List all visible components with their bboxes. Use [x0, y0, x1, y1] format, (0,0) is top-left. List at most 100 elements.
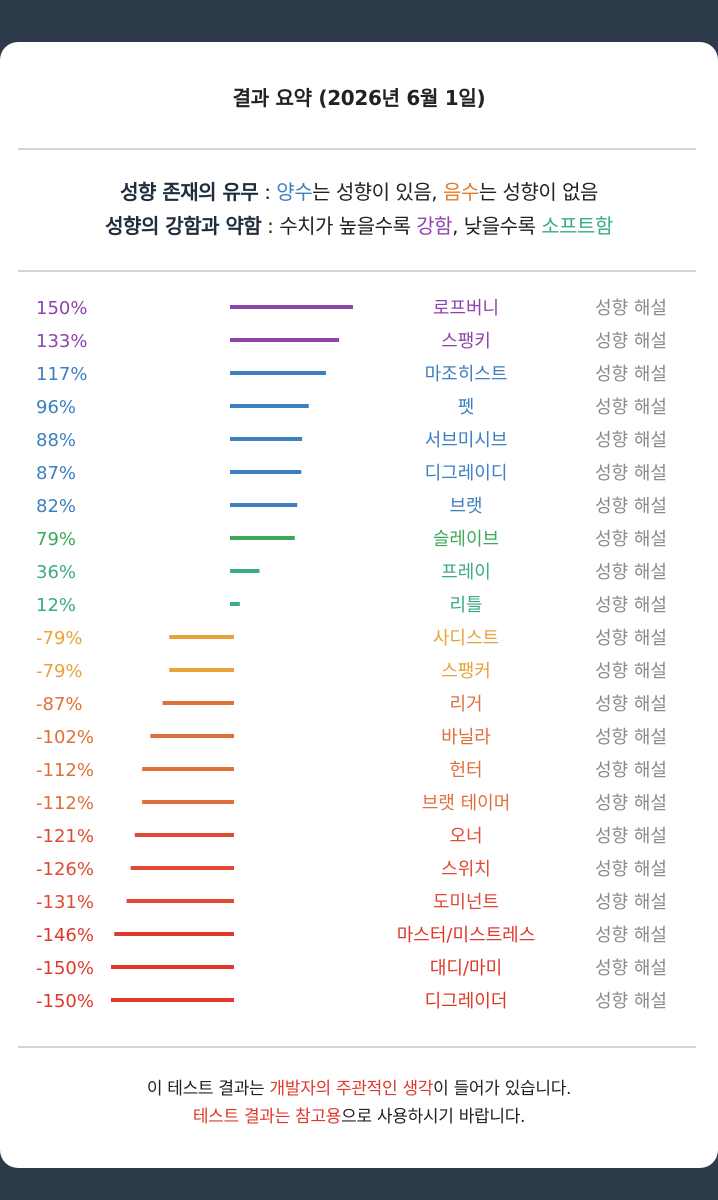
- bar: [230, 536, 295, 540]
- footer-line2-post: 으로 사용하시기 바랍니다.: [341, 1107, 526, 1127]
- tendency-explanation-link[interactable]: 성향 해설: [595, 496, 667, 517]
- bar: [230, 338, 340, 342]
- value-label: 82%: [36, 496, 76, 517]
- value-label: 12%: [36, 595, 76, 616]
- bar: [142, 800, 234, 804]
- value-label: -112%: [36, 760, 94, 781]
- footer-line1-post: 이 들어가 있습니다.: [433, 1079, 572, 1099]
- bar: [150, 734, 234, 738]
- category-label: 프레이: [441, 562, 491, 583]
- tendency-explanation-link[interactable]: 성향 해설: [595, 628, 667, 649]
- value-label: -150%: [36, 958, 94, 979]
- tendency-explanation-link[interactable]: 성향 해설: [595, 397, 667, 418]
- footer-line1-highlight: 개발자의 주관적인 생각: [269, 1079, 434, 1099]
- footer-line1-pre: 이 테스트 결과는: [146, 1079, 270, 1099]
- tendency-explanation-link[interactable]: 성향 해설: [595, 793, 667, 814]
- bar: [230, 569, 260, 573]
- legend-strength-sep: :: [261, 214, 280, 238]
- legend-strength-mid1: 수치가 높을수록: [279, 214, 417, 238]
- tendency-explanation-link[interactable]: 성향 해설: [595, 298, 667, 319]
- value-label: 79%: [36, 529, 76, 550]
- divider-middle: [18, 270, 696, 272]
- bar: [114, 932, 234, 936]
- category-label: 리틀: [449, 595, 482, 616]
- legend-soft-word: 소프트함: [541, 214, 613, 238]
- tendency-explanation-link[interactable]: 성향 해설: [595, 925, 667, 946]
- legend-presence-label: 성향 존재의 유무: [120, 180, 259, 204]
- legend-strong-word: 강함: [416, 214, 453, 238]
- bar: [130, 866, 234, 870]
- footer-disclaimer-1: 이 테스트 결과는 개발자의 주관적인 생각이 들어가 있습니다.: [0, 1074, 718, 1099]
- tendency-explanation-link[interactable]: 성향 해설: [595, 694, 667, 715]
- value-label: 117%: [36, 364, 87, 385]
- legend-presence: 성향 존재의 유무 : 양수는 성향이 있음, 음수는 성향이 없음: [0, 176, 718, 205]
- footer-line2-highlight: 테스트 결과는 참고용: [192, 1107, 342, 1127]
- value-label: -87%: [36, 694, 83, 715]
- bar: [169, 668, 234, 672]
- value-label: 36%: [36, 562, 76, 583]
- tendency-explanation-link[interactable]: 성향 해설: [595, 892, 667, 913]
- tendency-explanation-link[interactable]: 성향 해설: [595, 364, 667, 385]
- value-label: -150%: [36, 991, 94, 1012]
- category-label: 스팽키: [441, 331, 491, 352]
- category-label: 브랫 테이머: [422, 793, 511, 814]
- value-label: 87%: [36, 463, 76, 484]
- bar: [162, 701, 234, 705]
- tendency-explanation-link[interactable]: 성향 해설: [595, 859, 667, 880]
- value-label: -126%: [36, 859, 94, 880]
- bar: [134, 833, 234, 837]
- bar: [230, 404, 309, 408]
- tendency-explanation-link[interactable]: 성향 해설: [595, 760, 667, 781]
- category-label: 대디/마미: [430, 958, 502, 979]
- value-label: 88%: [36, 430, 76, 451]
- category-label: 리거: [449, 694, 482, 715]
- legend-presence-mid1: 는 성향이 있음,: [312, 180, 443, 204]
- value-label: -79%: [36, 661, 83, 682]
- category-label: 헌터: [449, 760, 482, 781]
- footer-disclaimer-2: 테스트 결과는 참고용으로 사용하시기 바랍니다.: [0, 1102, 718, 1127]
- tendency-explanation-link[interactable]: 성향 해설: [595, 661, 667, 682]
- value-label: -102%: [36, 727, 94, 748]
- tendency-explanation-link[interactable]: 성향 해설: [595, 331, 667, 352]
- page-title: 결과 요약 (2026년 6월 1일): [232, 86, 486, 110]
- tendency-explanation-link[interactable]: 성향 해설: [595, 826, 667, 847]
- category-label: 슬레이브: [433, 529, 499, 550]
- bar: [126, 899, 234, 903]
- value-label: 150%: [36, 298, 87, 319]
- divider-bottom: [18, 1046, 696, 1048]
- tendency-explanation-link[interactable]: 성향 해설: [595, 562, 667, 583]
- tendency-explanation-link[interactable]: 성향 해설: [595, 529, 667, 550]
- tendency-explanation-link[interactable]: 성향 해설: [595, 430, 667, 451]
- value-label: -79%: [36, 628, 83, 649]
- bar: [230, 437, 303, 441]
- tendency-explanation-link[interactable]: 성향 해설: [595, 991, 667, 1012]
- category-label: 펫: [458, 397, 475, 418]
- category-label: 디그레이더: [425, 991, 508, 1012]
- divider-top: [18, 148, 696, 150]
- tendency-explanation-link[interactable]: 성향 해설: [595, 958, 667, 979]
- value-label: -112%: [36, 793, 94, 814]
- result-card: [0, 42, 718, 1168]
- category-label: 로프버니: [433, 298, 499, 319]
- tendency-explanation-link[interactable]: 성향 해설: [595, 595, 667, 616]
- category-label: 브랫: [449, 496, 482, 517]
- value-label: 96%: [36, 397, 76, 418]
- tendency-explanation-link[interactable]: 성향 해설: [595, 463, 667, 484]
- bar: [169, 635, 234, 639]
- category-label: 마조히스트: [425, 364, 508, 385]
- legend-strength-label: 성향의 강함과 약함: [105, 214, 262, 238]
- category-label: 바닐라: [441, 727, 491, 748]
- bar: [230, 602, 240, 606]
- legend-presence-mid2: 는 성향이 없음: [478, 180, 599, 204]
- value-label: 133%: [36, 331, 87, 352]
- category-label: 오너: [449, 826, 482, 847]
- category-label: 서브미시브: [425, 430, 508, 451]
- category-label: 스팽커: [441, 661, 491, 682]
- legend-presence-sep: :: [258, 180, 277, 204]
- tendency-explanation-link[interactable]: 성향 해설: [595, 727, 667, 748]
- value-label: -131%: [36, 892, 94, 913]
- value-label: -146%: [36, 925, 94, 946]
- bar: [230, 371, 326, 375]
- legend-negative-word: 음수: [442, 180, 479, 204]
